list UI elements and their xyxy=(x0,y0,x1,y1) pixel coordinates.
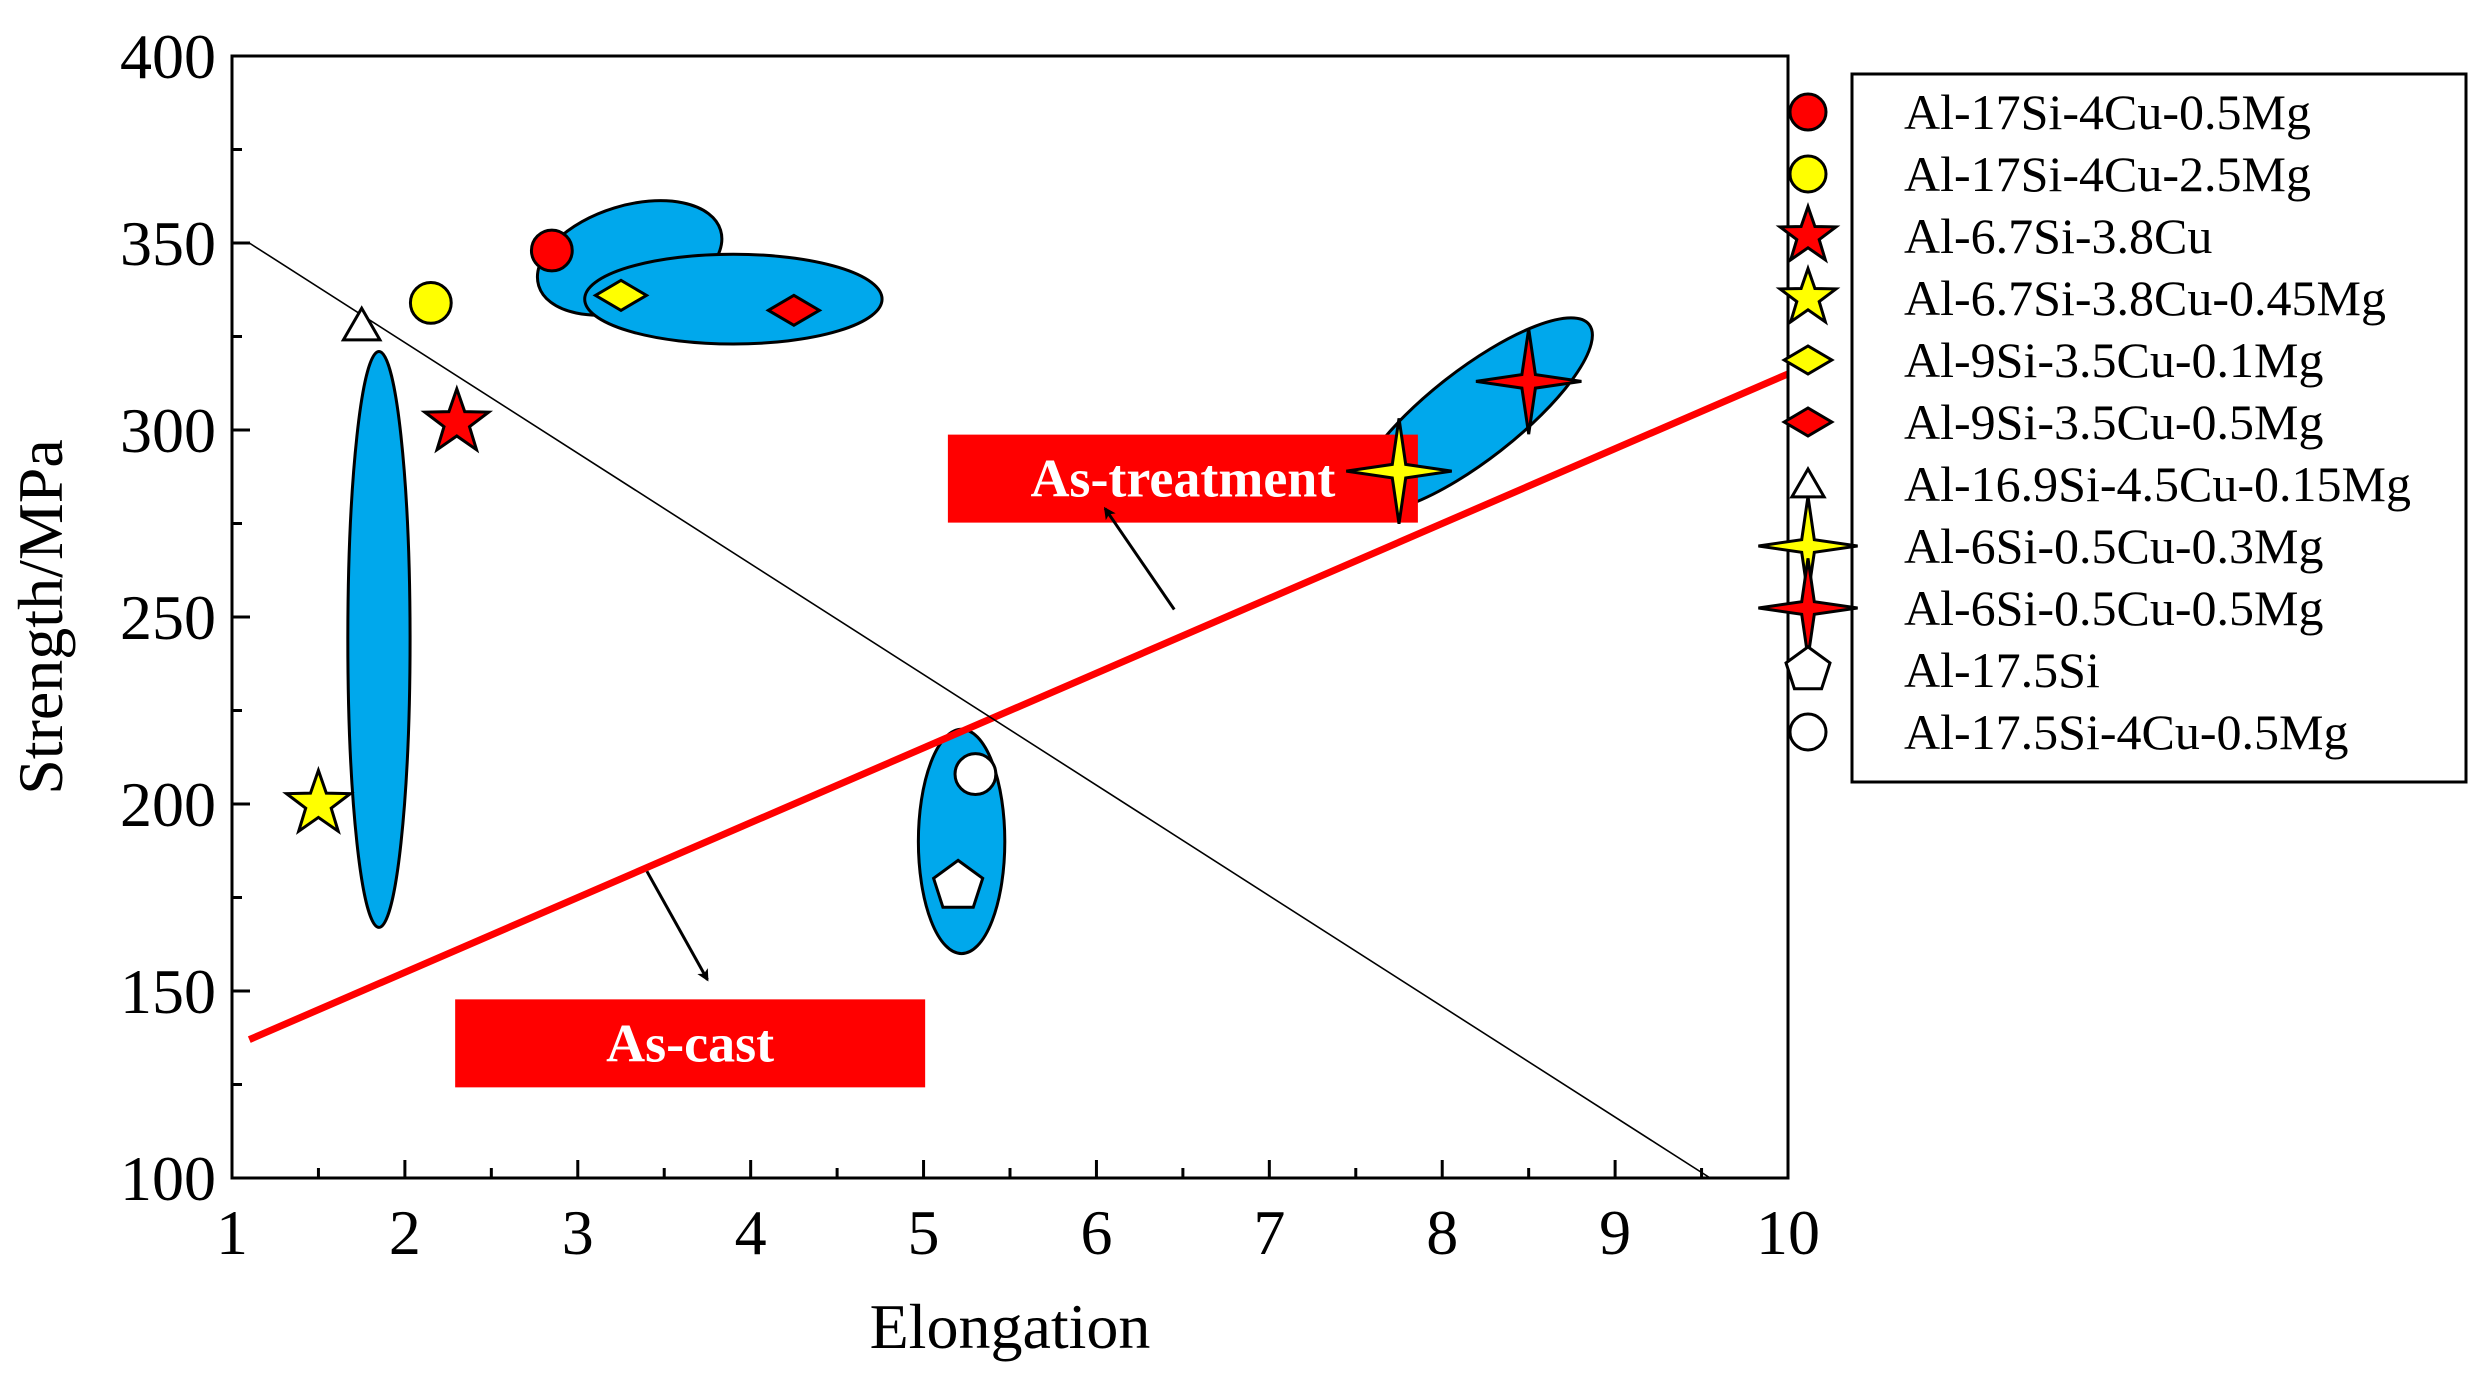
legend-label: Al-16.9Si-4.5Cu-0.15Mg xyxy=(1904,456,2411,512)
y-tick-label: 400 xyxy=(120,21,216,92)
x-tick-label: 1 xyxy=(216,1197,248,1268)
y-tick-label: 150 xyxy=(120,956,216,1027)
legend-box xyxy=(1850,72,2468,784)
cluster-ellipse-2 xyxy=(583,252,884,346)
legend-marker-11 xyxy=(1788,712,1828,752)
point-al-6si-0-5cu-0-3mg xyxy=(1346,418,1452,525)
legend-marker-10 xyxy=(1784,645,1832,691)
x-tick-label: 5 xyxy=(908,1197,940,1268)
boundary-line xyxy=(247,370,1790,1043)
cluster-ellipse-3 xyxy=(346,349,412,929)
point-al-16-9si-4-5cu-0-15mg xyxy=(340,305,383,342)
x-tick-label: 8 xyxy=(1426,1197,1458,1268)
point-al-9si-3-5cu-0-1mg xyxy=(592,278,650,313)
legend-marker-7 xyxy=(1789,465,1827,499)
diagonal-line xyxy=(248,242,1711,1179)
legend-marker-4 xyxy=(1775,264,1841,326)
legend-label: Al-6.7Si-3.8Cu xyxy=(1904,208,2212,264)
legend-label: Al-17.5Si xyxy=(1904,642,2100,698)
legend-label: Al-17Si-4Cu-2.5Mg xyxy=(1904,146,2311,202)
legend-marker-2 xyxy=(1788,154,1828,194)
legend-marker-1 xyxy=(1788,92,1828,132)
as-treatment-label: As-treatment xyxy=(1030,449,1335,509)
as-cast-arrow xyxy=(645,870,709,982)
x-tick-label: 4 xyxy=(735,1197,767,1268)
x-tick-label: 10 xyxy=(1756,1197,1820,1268)
y-tick-label: 250 xyxy=(120,582,216,653)
legend-marker-9 xyxy=(1758,558,1858,658)
y-tick-label: 350 xyxy=(120,208,216,279)
legend-marker-5 xyxy=(1781,344,1835,376)
as-treatment-box xyxy=(947,434,1418,523)
y-tick-label: 300 xyxy=(120,395,216,466)
x-axis-title: Elongation xyxy=(870,1291,1151,1362)
y-tick-label: 100 xyxy=(120,1143,216,1214)
point-al-9si-3-5cu-0-5mg xyxy=(765,293,823,328)
point-al-6-7si-3-8cu xyxy=(420,384,494,454)
legend-label: Al-17.5Si-4Cu-0.5Mg xyxy=(1904,704,2348,760)
as-cast-box xyxy=(455,999,926,1088)
legend-label: Al-6.7Si-3.8Cu-0.45Mg xyxy=(1904,270,2386,326)
point-al-6-7si-3-8cu-0-45mg xyxy=(282,765,355,835)
point-al-17-5si xyxy=(931,858,985,909)
point-al-17si-4cu-0-5mg xyxy=(529,228,574,273)
point-al-17si-4cu-2-5mg xyxy=(408,280,453,325)
legend-label: Al-9Si-3.5Cu-0.1Mg xyxy=(1904,332,2323,388)
x-tick-label: 6 xyxy=(1080,1197,1112,1268)
legend-label: Al-6Si-0.5Cu-0.5Mg xyxy=(1904,580,2323,636)
x-tick-label: 3 xyxy=(562,1197,594,1268)
x-tick-label: 7 xyxy=(1253,1197,1285,1268)
x-tick-label: 9 xyxy=(1599,1197,1631,1268)
x-tick-label: 2 xyxy=(389,1197,421,1268)
point-al-6si-0-5cu-0-5mg xyxy=(1475,328,1582,435)
as-treatment-arrow xyxy=(1103,506,1176,611)
as-cast-label: As-cast xyxy=(606,1013,774,1073)
legend-label: Al-17Si-4Cu-0.5Mg xyxy=(1904,84,2311,140)
point-al-17-5si-4cu-0-5mg xyxy=(953,752,998,796)
legend-marker-6 xyxy=(1781,406,1835,438)
legend-marker-3 xyxy=(1775,202,1841,264)
legend-label: Al-9Si-3.5Cu-0.5Mg xyxy=(1904,394,2323,450)
y-axis-title: Strength/MPa xyxy=(5,439,76,795)
legend-label: Al-6Si-0.5Cu-0.3Mg xyxy=(1904,518,2323,574)
y-tick-label: 200 xyxy=(120,769,216,840)
